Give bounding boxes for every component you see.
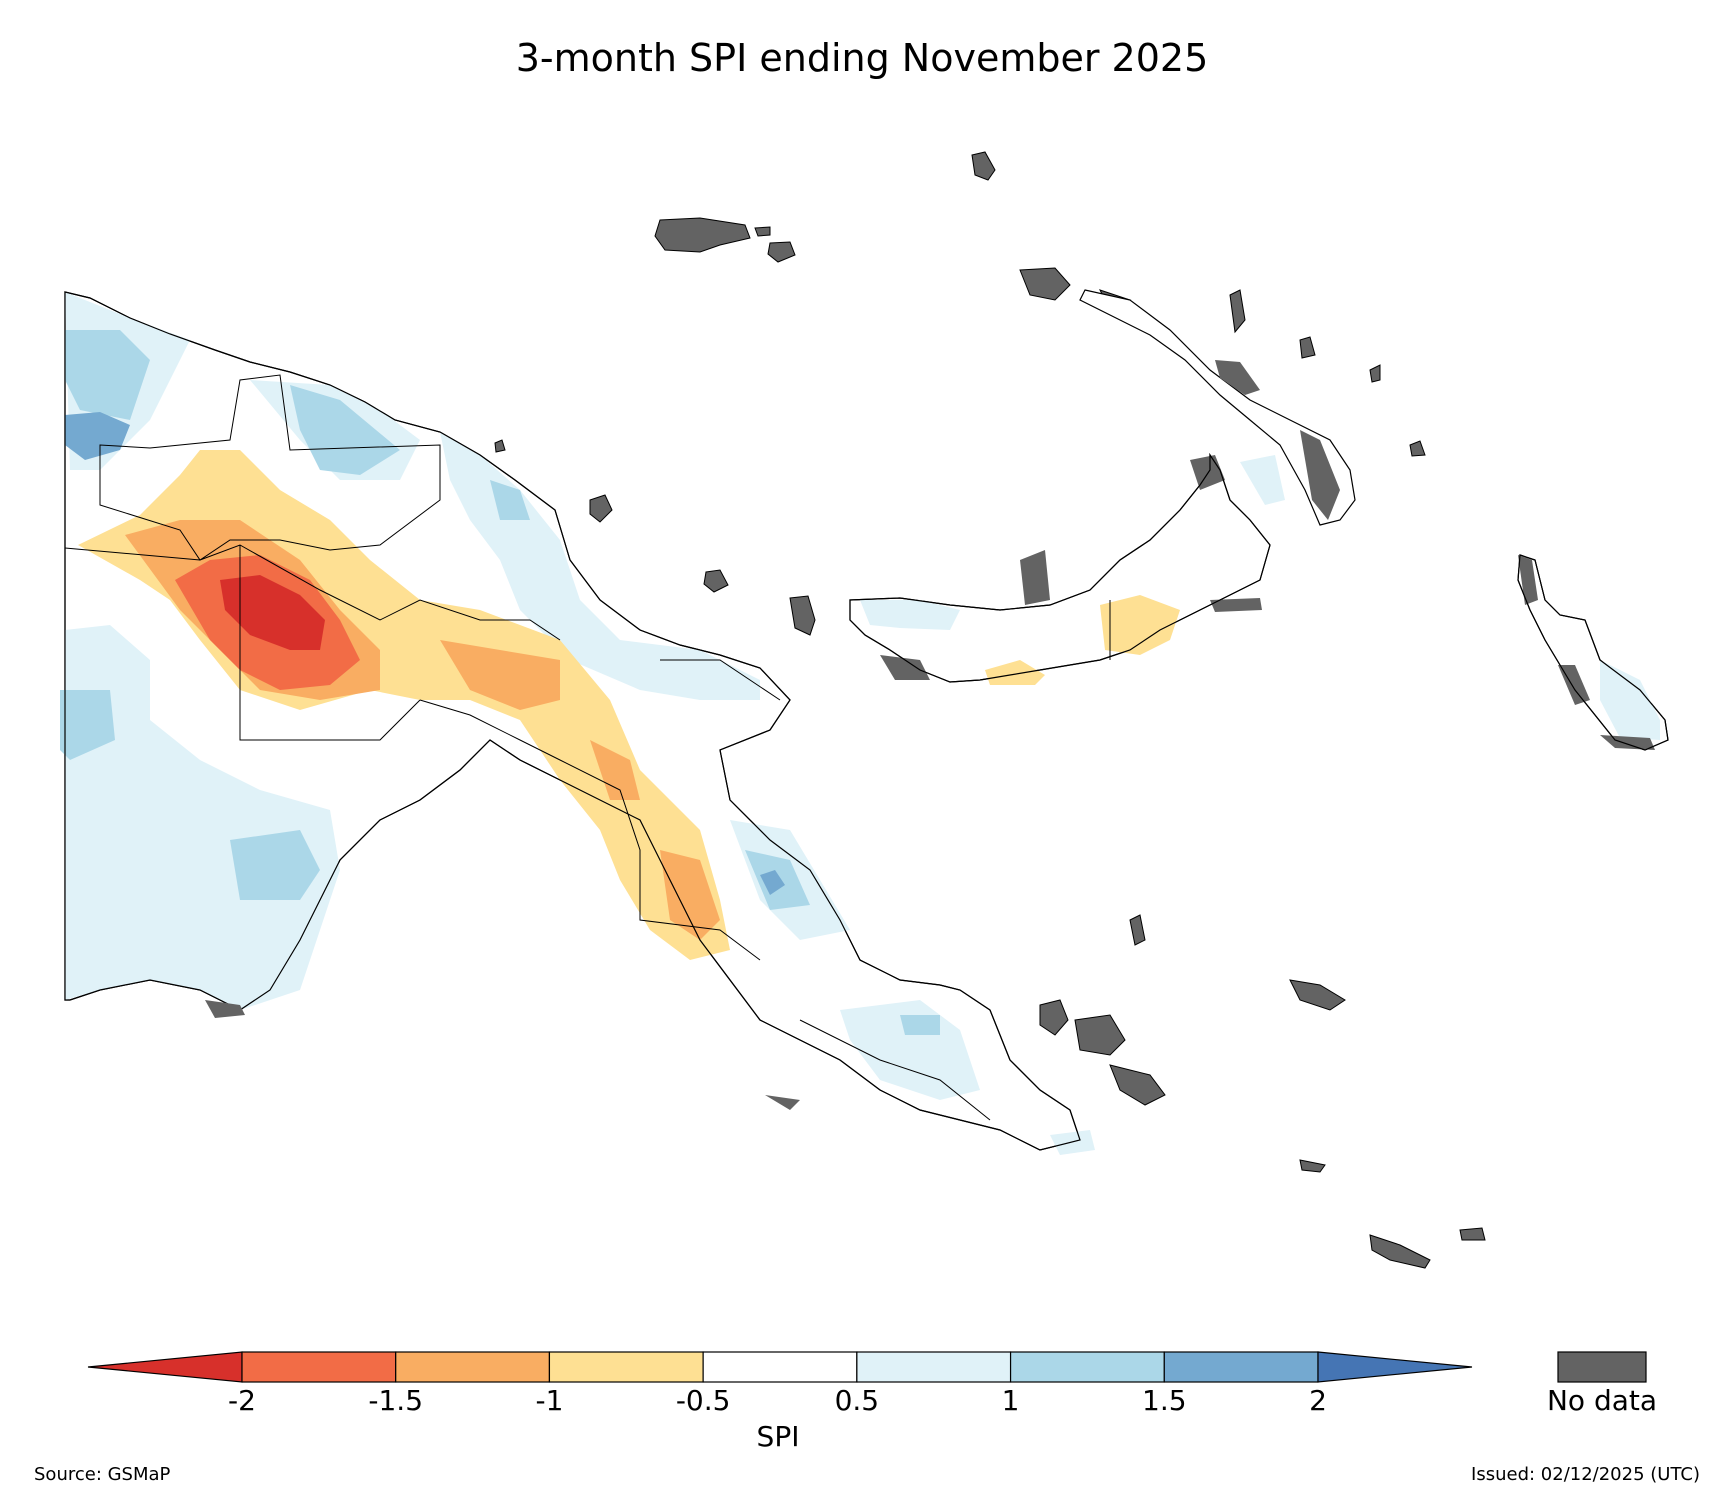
islet-n-5 <box>1409 440 1426 457</box>
colorbar-bin <box>395 1351 551 1383</box>
spi-dry-mid-se <box>660 850 720 940</box>
colorbar-bin <box>241 1351 397 1383</box>
umboi-island <box>789 595 816 636</box>
northern-islands <box>494 151 1426 636</box>
new-britain-wet-west <box>860 600 960 630</box>
spi-wet-sepik-core <box>490 480 530 520</box>
manus-islet-1 <box>767 241 796 263</box>
misima-island <box>1299 1159 1326 1173</box>
colorbar-bin <box>702 1351 858 1383</box>
colorbar <box>87 1351 1473 1383</box>
new-britain-dry-2 <box>985 660 1045 685</box>
new-britain-dry-1 <box>1100 595 1180 655</box>
new-ireland-nodata-2 <box>1300 430 1340 520</box>
islet-n-3 <box>1299 336 1316 359</box>
spi-wet-southeast-strong <box>760 870 785 895</box>
spi-wet-milne <box>1050 1130 1095 1155</box>
spi-dry-extreme <box>220 575 325 650</box>
new-britain-wet-ne <box>1240 455 1285 505</box>
manus-islet-2 <box>754 226 771 237</box>
new-britain-land <box>849 453 1271 683</box>
no-data-patch-sw <box>205 1000 245 1018</box>
normanby-island <box>1109 1064 1166 1106</box>
spi-wet-papuan-tail <box>840 1000 980 1100</box>
source-label: Source: GSMaP <box>34 1464 171 1485</box>
colorbar-extend-low <box>87 1351 243 1383</box>
new-britain-nodata-2 <box>1020 550 1050 605</box>
mussau-island <box>971 151 996 181</box>
no-data-swatch <box>1557 1351 1647 1383</box>
colorbar-tick-label: 1.5 <box>1142 1384 1187 1417</box>
colorbar-tick-label: -2 <box>228 1384 256 1417</box>
sudest-island <box>1369 1234 1431 1269</box>
bougainville-outline <box>1517 554 1669 751</box>
new-britain-nodata-3 <box>880 655 930 680</box>
colorbar-bin <box>1163 1351 1319 1383</box>
trobriand-island <box>1289 979 1346 1011</box>
colorbar-tick-label: 0.5 <box>834 1384 880 1417</box>
no-data-patch-coast <box>765 1095 800 1110</box>
colorbar-bin <box>856 1351 1012 1383</box>
no-data-label: No data <box>1546 1384 1658 1417</box>
new-hanover <box>1019 267 1071 301</box>
colorbar-tick-label: 1 <box>1001 1384 1020 1417</box>
colorbar-bin <box>548 1351 704 1383</box>
bougainville-nodata-1 <box>1518 555 1538 605</box>
spi-wet-south-west <box>65 625 340 1010</box>
islet-w-2 <box>494 439 506 453</box>
woodlark-island <box>1129 914 1146 946</box>
new-ireland <box>1079 289 1356 526</box>
spi-wet-north-core <box>290 385 400 475</box>
southeast-islands <box>1039 914 1486 1269</box>
colorbar-extend-high <box>1317 1351 1473 1383</box>
colorbar-bin <box>1009 1351 1165 1383</box>
spi-dry-mid-east <box>440 640 560 710</box>
islet-n-4 <box>1369 364 1381 383</box>
colorbar-tick-label: -1 <box>535 1384 564 1417</box>
manus-island <box>654 217 751 253</box>
spi-wet-west-core <box>65 330 150 420</box>
rossel-island <box>1459 1227 1486 1241</box>
karkar-island <box>589 494 613 523</box>
spi-wet-fly-core <box>60 690 115 760</box>
new-britain-nodata-4 <box>1210 598 1262 612</box>
colorbar-tick-label: 2 <box>1309 1384 1327 1417</box>
colorbar-tick-label: -0.5 <box>675 1384 731 1417</box>
bougainville-wet <box>1600 660 1660 740</box>
spi-wet-south-core <box>230 830 320 900</box>
issued-label: Issued: 02/12/2025 (UTC) <box>1471 1464 1700 1485</box>
mainland-png <box>60 291 1095 1155</box>
map-title: 3-month SPI ending November 2025 <box>515 36 1209 80</box>
spi-dry-mid-south <box>590 740 640 800</box>
islet-n-2 <box>1229 289 1246 334</box>
new-ireland-nodata-1 <box>1215 360 1260 395</box>
new-britain <box>849 453 1285 685</box>
fergusson-island <box>1074 1014 1126 1056</box>
islet-w-1 <box>703 569 729 593</box>
colorbar-tick-label: -1.5 <box>368 1384 424 1417</box>
spi-wet-west-strong <box>65 412 130 460</box>
new-britain-outline <box>849 453 1271 683</box>
mainland-coastline <box>64 291 1081 1151</box>
colorbar-title: SPI <box>756 1420 800 1453</box>
goodenough-island <box>1039 999 1069 1036</box>
spi-wet-tail-core <box>900 1015 940 1035</box>
bougainville <box>1517 554 1669 751</box>
province-borders <box>64 374 991 1121</box>
